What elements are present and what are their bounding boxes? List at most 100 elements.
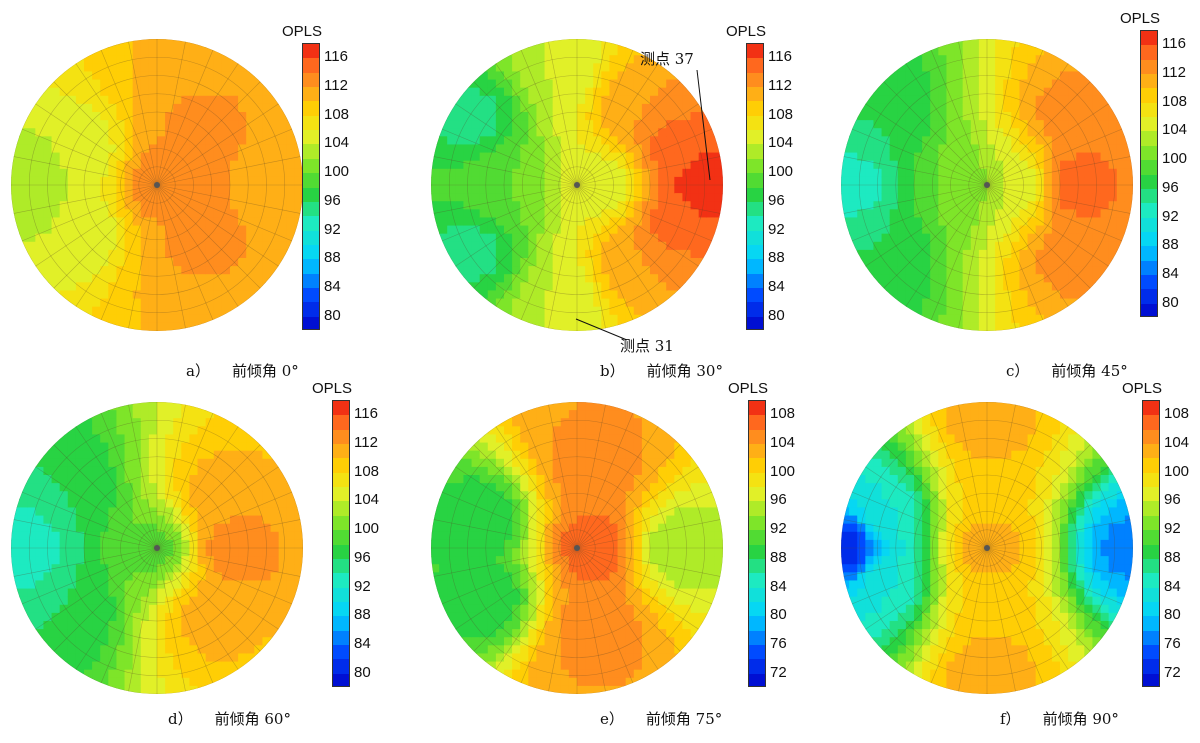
contour-cell <box>181 128 191 137</box>
contour-cell <box>1027 298 1037 308</box>
contour-cell <box>946 209 956 219</box>
contour-cell <box>189 136 199 146</box>
contour-cell <box>552 120 562 129</box>
contour-cell <box>84 604 93 614</box>
contour-cell <box>1011 306 1021 316</box>
contour-cell <box>1011 290 1021 300</box>
contour-cell <box>512 653 521 663</box>
contour-cell <box>100 677 109 687</box>
contour-cell <box>487 55 497 64</box>
contour-cell <box>528 572 538 582</box>
contour-cell <box>881 168 891 178</box>
contour-cell <box>1043 136 1053 146</box>
contour-cell <box>922 201 931 210</box>
contour-cell <box>238 282 247 292</box>
contour-cell <box>617 168 627 178</box>
contour-cell <box>92 71 101 81</box>
contour-cell <box>905 120 915 129</box>
contour-cell <box>487 63 497 73</box>
contour-cell <box>881 128 891 137</box>
contour-cell <box>455 499 465 509</box>
contour-cell <box>1011 128 1021 137</box>
contour-cell <box>254 458 264 468</box>
panel-letter: b） <box>600 362 625 380</box>
contour-cell <box>270 136 280 146</box>
contour-cell <box>1011 87 1021 97</box>
contour-cell <box>189 120 199 129</box>
contour-cell <box>124 612 134 622</box>
contour-cell <box>173 442 182 452</box>
contour-cell <box>213 71 223 81</box>
contour-cell <box>84 103 93 113</box>
contour-cell <box>1068 282 1077 292</box>
contour-cell <box>914 168 923 178</box>
contour-cell <box>294 152 303 162</box>
contour-cell <box>849 112 858 121</box>
contour-cell <box>954 79 964 89</box>
contour-cell <box>75 458 85 468</box>
contour-cell <box>930 233 939 243</box>
contour-cell <box>286 556 296 565</box>
contour-cell <box>1043 193 1053 202</box>
contour-cell <box>157 499 166 509</box>
contour-cell <box>873 79 883 89</box>
contour-cell <box>1108 185 1118 194</box>
contour-cell <box>512 193 521 202</box>
contour-cell <box>286 515 296 525</box>
contour-cell <box>148 564 158 573</box>
contour-cell <box>19 548 28 557</box>
contour-cell <box>43 539 53 549</box>
contour-cell <box>495 201 505 210</box>
contour-cell <box>173 298 182 308</box>
contour-cell <box>970 136 980 146</box>
contour-cell <box>479 209 489 219</box>
contour-cell <box>221 258 231 267</box>
contour-cell <box>922 47 931 56</box>
contour-cell <box>189 653 199 663</box>
contour-cell <box>11 176 20 186</box>
contour-cell <box>463 450 473 460</box>
contour-cell <box>108 160 118 170</box>
contour-cell <box>520 515 529 525</box>
contour-cell <box>84 523 93 533</box>
contour-cell <box>1068 266 1077 275</box>
contour-cell <box>938 274 948 283</box>
contour-cell <box>1068 144 1077 154</box>
contour-cell <box>132 596 142 606</box>
contour-cell <box>157 483 166 492</box>
colorbar-band <box>1141 274 1157 291</box>
contour-cell <box>528 103 538 113</box>
contour-cell <box>698 144 708 154</box>
contour-cell <box>230 112 239 121</box>
contour-cell <box>528 442 538 452</box>
contour-cell <box>601 290 611 300</box>
contour-cell <box>938 120 948 129</box>
contour-cell <box>254 128 264 137</box>
contour-cell <box>116 645 126 655</box>
contour-cell <box>512 426 521 436</box>
contour-cell <box>447 128 456 137</box>
contour-cell <box>706 258 716 267</box>
contour-cell <box>849 201 858 210</box>
contour-cell <box>938 144 948 154</box>
contour-cell <box>495 152 505 162</box>
contour-cell <box>59 136 69 146</box>
contour-cell <box>124 588 134 598</box>
contour-cell <box>641 103 651 113</box>
contour-cell <box>431 201 440 210</box>
contour-cell <box>1076 258 1085 267</box>
contour-cell <box>35 217 45 227</box>
contour-cell <box>520 685 529 694</box>
contour-cell <box>1108 152 1118 162</box>
contour-cell <box>189 621 199 630</box>
contour-cell <box>108 176 118 186</box>
contour-cell <box>27 564 36 573</box>
contour-cell <box>230 258 239 267</box>
colorbar-band <box>1141 145 1157 162</box>
contour-cell <box>238 612 247 622</box>
contour-cell <box>148 418 158 427</box>
contour-cell <box>181 298 191 308</box>
contour-cell <box>674 185 684 194</box>
contour-cell <box>593 282 602 292</box>
contour-cell <box>84 282 93 292</box>
